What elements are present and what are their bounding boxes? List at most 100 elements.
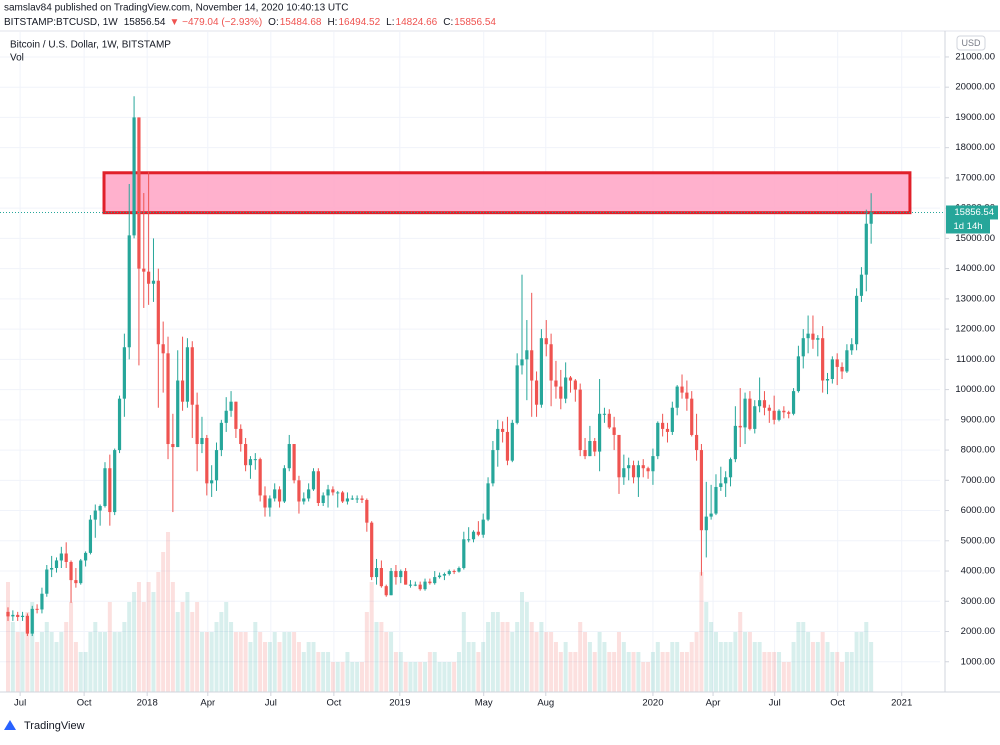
candle-body — [210, 480, 214, 484]
candle-body — [88, 519, 93, 553]
candle-body — [544, 338, 548, 345]
volume-bar — [73, 642, 78, 692]
volume-bar — [219, 612, 224, 692]
volume-bar — [568, 652, 573, 692]
candle-body — [694, 434, 699, 451]
volume-bar — [64, 622, 69, 692]
candle-body — [263, 495, 267, 508]
candle-body — [738, 425, 742, 428]
volume-bar — [583, 632, 588, 692]
x-tick-label: 2021 — [891, 698, 912, 709]
volume-bar — [733, 632, 738, 692]
volume-bar — [684, 652, 689, 692]
candle-body — [253, 459, 257, 461]
candle-body — [530, 350, 534, 381]
currency-label: USD — [961, 38, 981, 48]
candle-body — [418, 584, 422, 590]
volume-bar — [650, 652, 655, 692]
candle-body — [496, 428, 500, 451]
volume-bar — [607, 652, 612, 692]
candle-body — [811, 333, 815, 340]
volume-bar — [713, 632, 718, 692]
volume-bar — [747, 632, 752, 692]
candle-body — [423, 581, 427, 590]
volume-bar — [161, 552, 166, 692]
candle-body — [360, 498, 364, 500]
volume-bar — [282, 632, 287, 692]
candle-body — [176, 380, 180, 448]
candle-body — [98, 506, 102, 511]
candle-body — [214, 450, 219, 481]
volume-bar — [815, 642, 820, 692]
volume-bar — [631, 652, 636, 692]
candle-body — [675, 386, 679, 408]
candle-body — [777, 410, 781, 420]
candle-body — [665, 428, 670, 432]
volume-bar — [59, 632, 64, 692]
volume-bar — [558, 652, 563, 692]
volume-bar — [292, 632, 297, 692]
volume-bar — [762, 652, 767, 692]
candle-body — [462, 539, 466, 569]
volume-bar — [680, 652, 685, 692]
candle-body — [35, 608, 39, 610]
candle-body — [442, 574, 447, 576]
volume-bar — [374, 622, 379, 692]
candle-body — [859, 274, 864, 296]
candle-body — [79, 560, 83, 584]
candle-body — [651, 456, 655, 472]
candle-body — [864, 223, 868, 275]
volume-bar — [636, 652, 641, 692]
candle-body — [277, 489, 282, 502]
volume-bar — [10, 622, 15, 692]
candle-body — [137, 117, 141, 269]
volume-bar — [93, 622, 98, 692]
volume-bar — [578, 622, 583, 692]
volume-bar — [864, 622, 869, 692]
volume-bar — [500, 622, 505, 692]
candle-body — [59, 553, 63, 561]
ohlc-label: H: — [327, 17, 337, 28]
last-price-label: 15856.54 — [954, 207, 994, 218]
candle-body — [869, 212, 873, 224]
volume-bar — [709, 622, 714, 692]
candle-body — [93, 510, 97, 520]
volume-bar — [553, 642, 558, 692]
volume-bar — [466, 642, 471, 692]
zone-layer — [102, 171, 912, 215]
currency-badge[interactable] — [956, 35, 986, 51]
candle-body — [404, 571, 408, 585]
candle-body — [74, 580, 78, 584]
candle-body — [568, 377, 573, 381]
volume-bar — [810, 642, 815, 692]
candle-body — [854, 295, 859, 345]
volume-bar — [830, 652, 835, 692]
candle-body — [714, 486, 718, 514]
volume-bar — [781, 662, 786, 692]
volume-bar — [209, 632, 214, 692]
volume-bar — [151, 592, 156, 692]
volume-bar — [602, 642, 607, 692]
y-tick-label: 13000.00 — [955, 293, 995, 304]
volume-bar — [287, 632, 292, 692]
last-price-tag — [946, 205, 998, 220]
volume-bar — [229, 622, 234, 692]
ohlc-label: O: — [268, 17, 279, 28]
volume-bar — [258, 632, 263, 692]
candle-body — [40, 593, 44, 610]
candle-body — [161, 344, 165, 354]
candle-body — [205, 437, 209, 484]
y-tick-label: 20000.00 — [955, 82, 995, 93]
candle-body — [307, 489, 311, 499]
candle-body — [845, 350, 849, 372]
volume-bar — [660, 652, 665, 692]
published-line: samslav84 published on TradingView.com, … — [4, 3, 348, 14]
candle-body — [612, 427, 616, 435]
y-tick-label: 15000.00 — [955, 233, 995, 244]
symbol-line: BITSTAMP:BTCUSD, 1W 15856.54 ▼ −479.04 (−2… — [4, 17, 496, 28]
y-tick-label: 11000.00 — [956, 354, 995, 365]
candle-body — [437, 575, 442, 578]
volume-bar — [20, 632, 25, 692]
volume-bar — [869, 642, 874, 692]
volume-bar — [141, 602, 146, 692]
